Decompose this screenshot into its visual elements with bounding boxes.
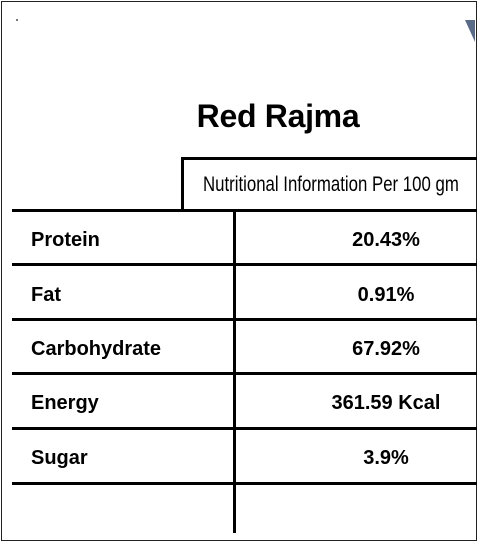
nutrient-value: 67.92%	[352, 338, 420, 360]
nutrient-label: Fat	[31, 284, 61, 306]
nutrient-label: Sugar	[31, 447, 88, 469]
nutrient-value: 20.43%	[352, 229, 420, 251]
table-header-cell: Nutritional Information Per 100 gm	[181, 157, 477, 210]
table-rule	[12, 263, 477, 266]
nutrient-value: 0.91%	[357, 284, 415, 306]
nutrient-label: Protein	[31, 229, 100, 251]
table-rule	[12, 209, 477, 212]
corner-decoration	[465, 20, 475, 42]
table-rule	[12, 482, 477, 485]
column-divider	[233, 211, 236, 533]
nutrient-label: Carbohydrate	[31, 338, 162, 360]
table-rule	[12, 427, 477, 430]
nutrient-value: 361.59 Kcal	[331, 392, 441, 414]
product-title: Red Rajma	[196, 98, 360, 134]
table-rule	[12, 318, 477, 321]
nutrient-value: 3.9%	[363, 447, 409, 469]
corner-dot	[16, 19, 18, 21]
nutrient-label: Energy	[31, 392, 99, 414]
table-header-label: Nutritional Information Per 100 gm	[202, 173, 459, 196]
table-rule	[12, 372, 477, 375]
